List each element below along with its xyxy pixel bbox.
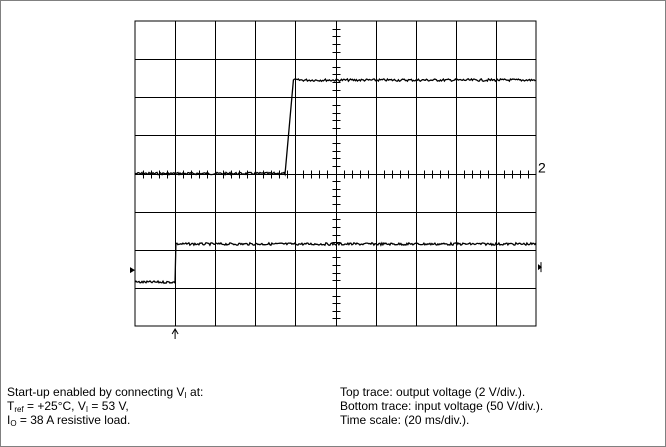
- traces: [134, 77, 537, 285]
- channel-markers: 2: [130, 160, 546, 339]
- bottom-channel-right-marker: [538, 264, 542, 271]
- trigger-arrow-head: [171, 328, 179, 335]
- caption-bottom-trace: Bottom trace: input voltage (50 V/div.).: [340, 399, 544, 413]
- caption-line-temp-voltage: Tref = +25°C, VI = 53 V,: [7, 399, 129, 414]
- channel-2-label: 2: [538, 160, 546, 176]
- output-voltage-trace: [135, 77, 536, 177]
- caption-time-scale: Time scale: (20 ms/div.).: [340, 413, 470, 427]
- caption-traces: Top trace: output voltage (2 V/div.). Bo…: [340, 385, 543, 427]
- caption-line-load: IO = 38 A resistive load.: [7, 413, 131, 428]
- input-voltage-trace: [134, 241, 537, 285]
- caption-top-trace: Top trace: output voltage (2 V/div.).: [340, 385, 526, 399]
- caption-conditions: Start-up enabled by connecting VI at: Tr…: [7, 385, 204, 428]
- bottom-channel-offset-arrow: [130, 267, 135, 274]
- caption-line-enable: Start-up enabled by connecting VI at:: [7, 385, 204, 400]
